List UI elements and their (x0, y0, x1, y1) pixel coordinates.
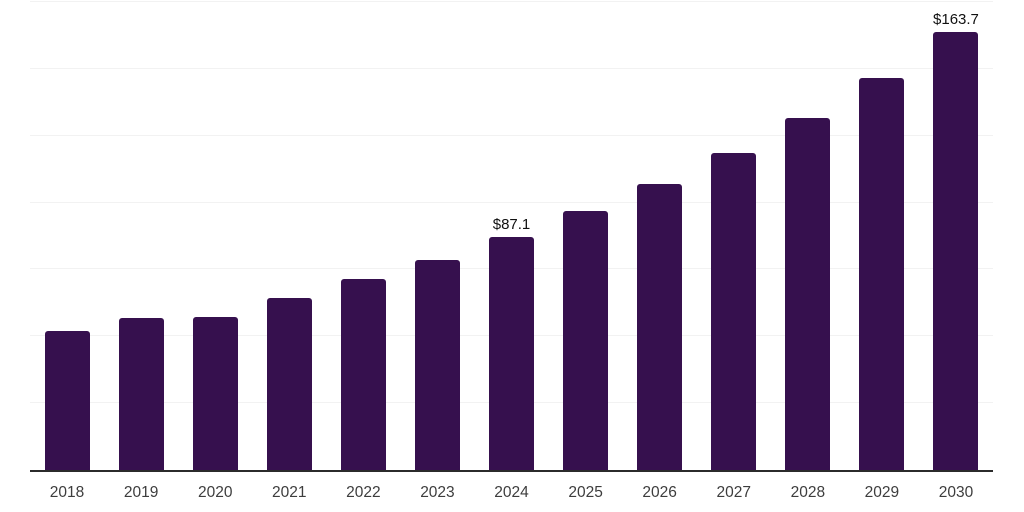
bar-slot-2024: $87.1 (474, 2, 548, 470)
gridline-100 (30, 201, 993, 203)
gridline-150 (30, 67, 993, 69)
bar-slot-2030: $163.7 (919, 2, 993, 470)
bars-container: $87.1 $163.7 (30, 2, 993, 470)
x-tick-label-2018: 2018 (49, 484, 85, 501)
x-tick-label-2025: 2025 (568, 484, 603, 501)
bar-2028 (785, 117, 831, 470)
bar-slot-2025 (549, 2, 623, 470)
bar-slot-2027 (697, 2, 771, 470)
bar-2027 (711, 152, 757, 470)
x-axis-labels: 2018 2019 2020 2021 2022 2023 2024 2025 2026 2027… (30, 484, 993, 502)
x-tick-label-2030: 2030 (938, 484, 974, 501)
bar-slot-2021 (252, 2, 326, 470)
x-tick-label-2029: 2029 (864, 484, 900, 501)
gridline-125 (30, 134, 993, 136)
bar-2024: $87.1 (489, 217, 534, 470)
gridline-175 (30, 1, 993, 2)
plot-area: $87.1 $163.7 (30, 1, 993, 472)
bar-slot-2028 (771, 2, 845, 470)
x-tick-label-2023: 2023 (420, 484, 455, 501)
bar-slot-2023 (400, 2, 474, 470)
x-tick-label-2028: 2028 (790, 484, 826, 501)
bar-slot-2018 (30, 2, 104, 470)
bar-2025 (563, 211, 609, 470)
bar-slot-2029 (845, 2, 919, 470)
x-tick-label-2022: 2022 (346, 484, 381, 501)
bar-2029 (859, 78, 905, 470)
bar-2026 (637, 183, 683, 470)
bar-2021 (266, 298, 312, 470)
x-tick-label-2024: 2024 (494, 484, 529, 501)
x-tick-label-2020: 2020 (197, 484, 233, 501)
bar-2019 (118, 317, 164, 470)
x-axis-line (30, 470, 993, 472)
bar-slot-2020 (178, 2, 252, 470)
data-label-2030: $163.7 (933, 11, 979, 29)
bar-2022 (340, 279, 386, 470)
x-tick-label-2019: 2019 (123, 484, 159, 501)
bar-slot-2026 (623, 2, 697, 470)
bar-2023 (414, 259, 460, 470)
bar-slot-2022 (326, 2, 400, 470)
bar-2020 (192, 316, 238, 470)
bar-slot-2019 (104, 2, 178, 470)
data-label-2024: $87.1 (492, 216, 531, 234)
bar-2030: $163.7 (933, 12, 979, 470)
bar-2018 (44, 331, 90, 470)
x-tick-label-2021: 2021 (272, 484, 307, 501)
x-tick-label-2026: 2026 (642, 484, 677, 501)
x-tick-label-2027: 2027 (716, 484, 751, 501)
